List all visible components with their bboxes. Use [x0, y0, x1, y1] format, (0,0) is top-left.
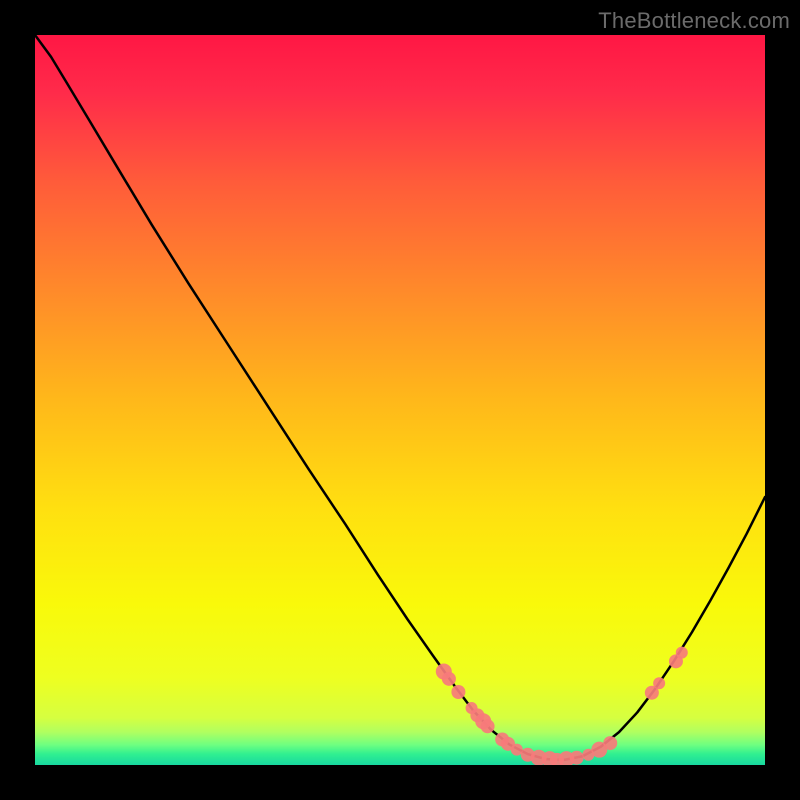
watermark-text: TheBottleneck.com	[598, 8, 790, 34]
data-marker	[451, 685, 465, 699]
chart-svg	[35, 35, 765, 765]
data-marker	[481, 719, 495, 733]
marker-group	[436, 647, 688, 765]
data-marker	[653, 677, 665, 689]
curve-line	[35, 35, 765, 760]
data-marker	[442, 672, 456, 686]
data-marker	[603, 736, 617, 750]
plot-area	[35, 35, 765, 765]
data-marker	[570, 751, 584, 765]
data-marker	[676, 647, 688, 659]
